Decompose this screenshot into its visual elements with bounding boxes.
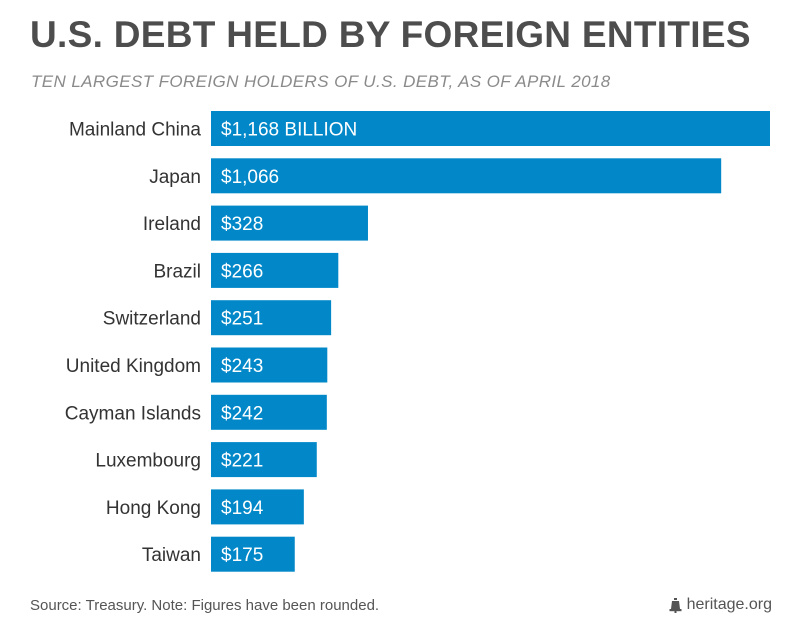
chart-title: U.S. DEBT HELD BY FOREIGN ENTITIES: [30, 14, 751, 55]
value-label: $328: [221, 214, 263, 235]
value-label: $1,168 BILLION: [221, 120, 357, 141]
category-label: Switzerland: [103, 309, 201, 330]
value-label: $243: [221, 356, 263, 377]
liberty-bell-icon: [669, 597, 682, 613]
value-label: $1,066: [221, 167, 279, 188]
bar-7: [211, 442, 317, 478]
value-label: $194: [221, 498, 264, 519]
bar-8: [211, 489, 304, 525]
value-label: $251: [221, 309, 263, 330]
category-label: Cayman Islands: [65, 403, 201, 424]
bar-3: [211, 252, 339, 288]
category-label: Taiwan: [142, 545, 201, 566]
bar-4: [211, 300, 332, 336]
value-label: $221: [221, 451, 263, 472]
category-label: United Kingdom: [66, 356, 201, 377]
value-label: $266: [221, 261, 263, 282]
bar-9: [211, 536, 295, 572]
bar-1: [211, 158, 722, 194]
value-label: $175: [221, 545, 263, 566]
bar-2: [211, 205, 368, 241]
category-label: Hong Kong: [106, 498, 201, 519]
bar-0: [211, 111, 770, 146]
brand-footer: heritage.org: [669, 596, 772, 614]
category-label: Brazil: [153, 261, 201, 282]
bar-5: [211, 347, 328, 383]
category-label: Luxembourg: [95, 451, 201, 472]
category-label: Mainland China: [69, 120, 201, 141]
chart-subtitle: TEN LARGEST FOREIGN HOLDERS OF U.S. DEBT…: [31, 72, 611, 91]
value-label: $242: [221, 403, 263, 424]
category-label: Japan: [149, 167, 201, 188]
source-note: Source: Treasury. Note: Figures have bee…: [30, 597, 380, 614]
brand-name: heritage.org: [686, 596, 772, 613]
bar-6: [211, 394, 327, 430]
category-label: Ireland: [143, 214, 201, 235]
